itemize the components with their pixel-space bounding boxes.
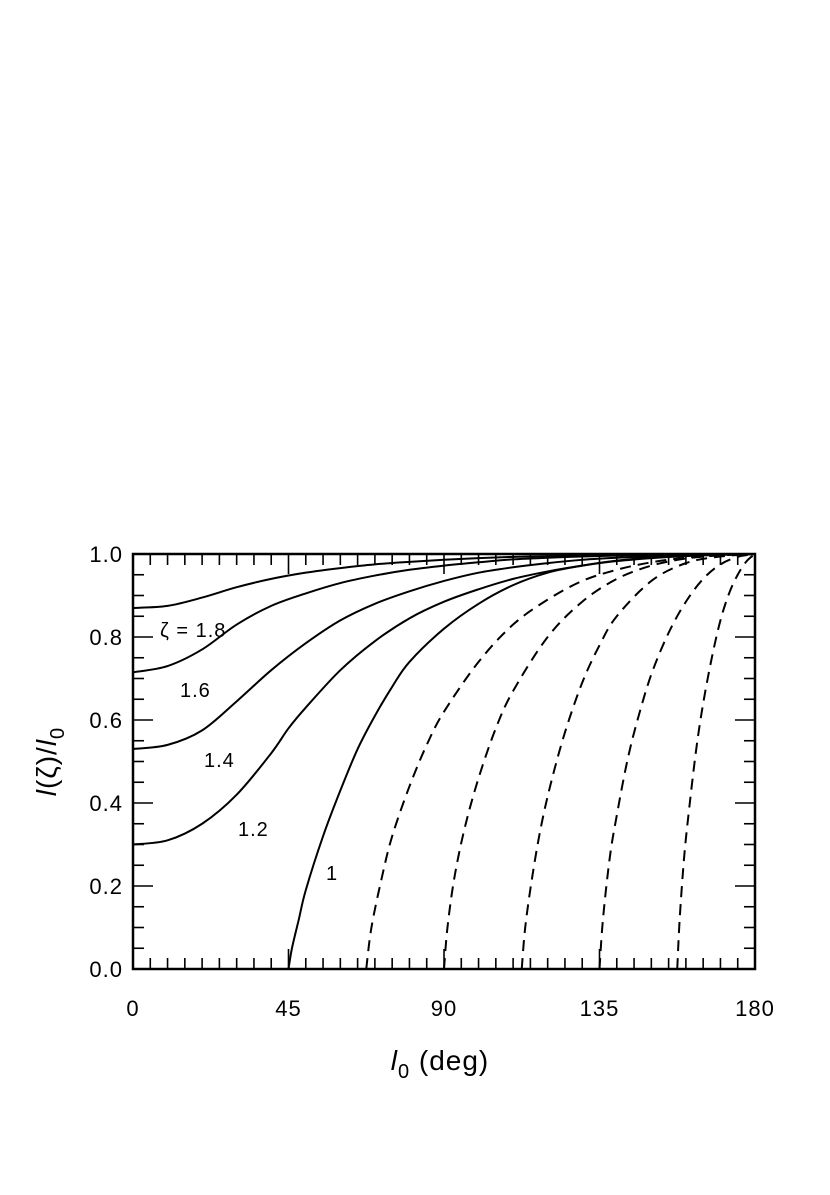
x-axis-title: l0 (deg) xyxy=(391,1045,490,1083)
y-axis-title-sub: 0 xyxy=(47,727,69,739)
curve-5-dashed xyxy=(365,553,756,970)
curve-4-solid xyxy=(287,553,756,970)
curve-8-dashed xyxy=(598,553,756,970)
y-axis-title: l(ζ)/l0 xyxy=(31,727,69,796)
curve-9-dashed xyxy=(676,553,756,970)
curve-labels: ζ = 1.8 1.6 1.4 1.2 1 xyxy=(160,620,338,885)
curve-label: ζ = 1.8 xyxy=(160,620,226,642)
x-tick-label: 90 xyxy=(431,996,457,1021)
x-tick-label: 45 xyxy=(275,996,301,1021)
y-tick-label: 0.8 xyxy=(89,625,123,650)
curve-label: 1.2 xyxy=(238,819,269,841)
curve-2-solid xyxy=(132,553,756,751)
x-axis-title-rest: (deg) xyxy=(410,1045,489,1076)
curve-label: 1 xyxy=(326,863,338,885)
tick-labels: 0 45 90 135 180 0.0 0.2 0.4 0.6 0.8 1.0 xyxy=(89,542,775,1021)
y-axis-title-mid: (ζ)/ xyxy=(31,746,62,789)
y-axis-title-var2: l xyxy=(31,739,62,746)
x-axis-title-sub: 0 xyxy=(398,1061,410,1083)
curve-label: 1.6 xyxy=(180,680,211,702)
curve-6-dashed xyxy=(443,553,756,970)
plot-frame xyxy=(131,552,757,971)
y-axis-title-var1: l xyxy=(31,789,62,796)
x-tick-label: 180 xyxy=(735,996,775,1021)
y-tick-label: 0.4 xyxy=(89,791,123,816)
x-tick-label: 135 xyxy=(580,996,620,1021)
curve-label: 1.4 xyxy=(204,750,235,772)
x-tick-label: 0 xyxy=(126,996,139,1021)
curve-7-dashed xyxy=(520,553,756,970)
y-tick-label: 0.6 xyxy=(89,708,123,733)
data-curves xyxy=(132,552,756,970)
y-tick-label: 0.0 xyxy=(89,957,123,982)
y-tick-label: 0.2 xyxy=(89,874,123,899)
x-axis-title-var: l xyxy=(391,1045,398,1076)
y-tick-label: 1.0 xyxy=(89,542,123,567)
